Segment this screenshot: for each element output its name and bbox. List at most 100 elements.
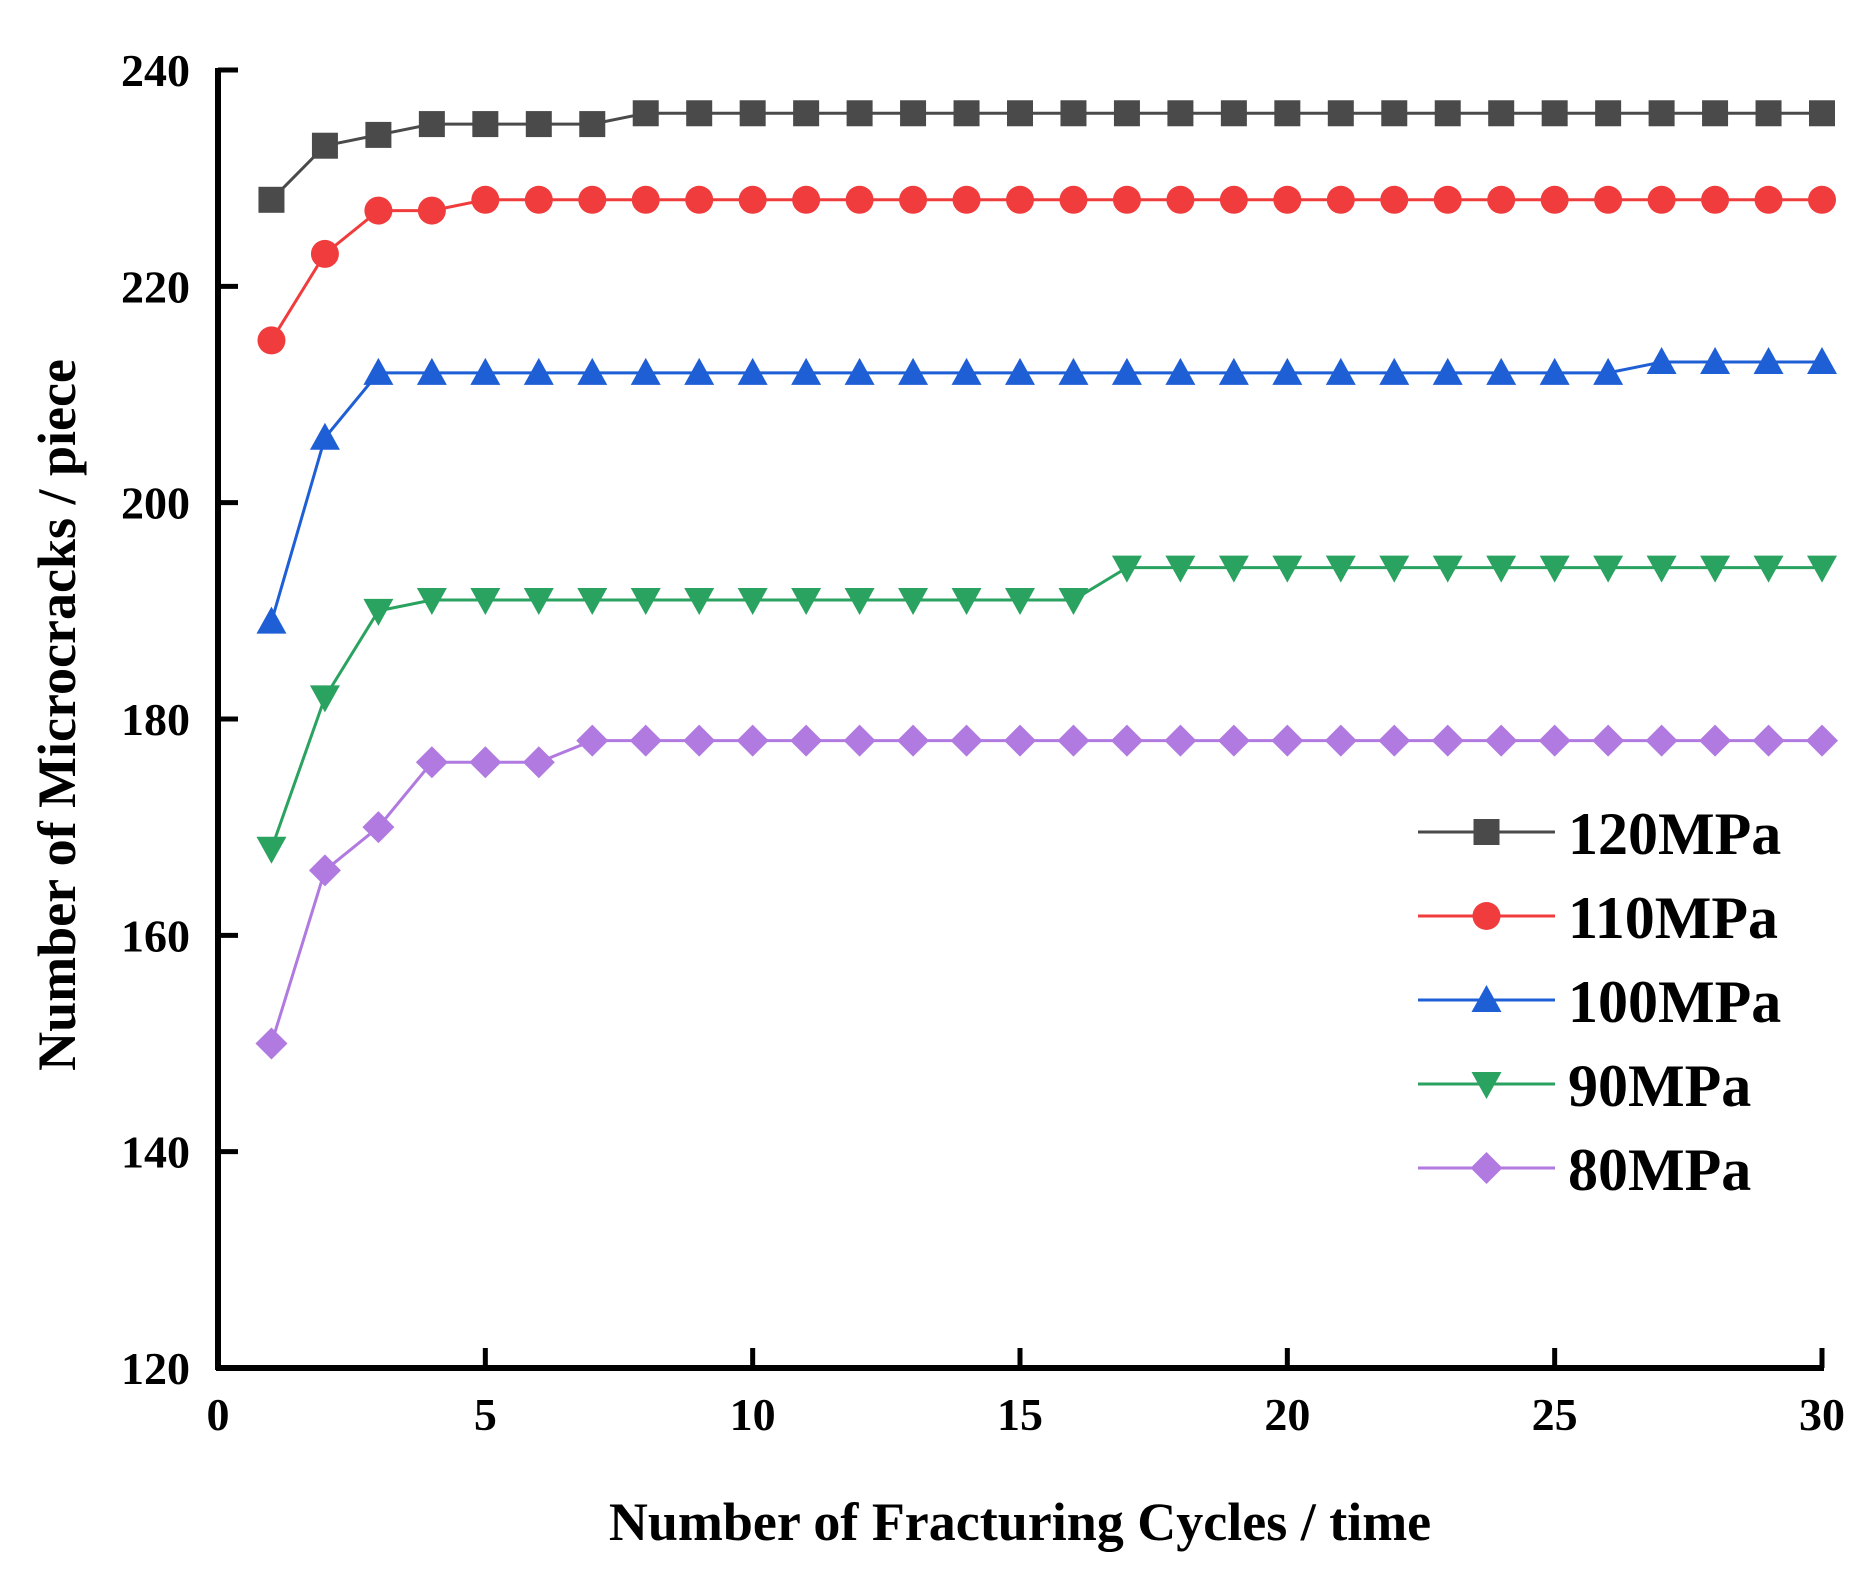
data-point-100mpa	[1058, 357, 1089, 385]
data-point-100mpa	[898, 357, 929, 385]
data-point-120mpa	[1595, 100, 1622, 127]
data-point-100mpa	[1593, 357, 1624, 385]
data-point-80mpa	[308, 854, 341, 887]
data-point-80mpa	[1752, 724, 1785, 757]
data-point-120mpa	[1488, 100, 1515, 127]
data-point-90mpa	[791, 588, 822, 616]
data-point-90mpa	[1058, 588, 1089, 616]
data-point-100mpa	[363, 357, 394, 385]
data-point-100mpa	[1111, 357, 1142, 385]
data-point-90mpa	[523, 588, 554, 616]
x-tick-label: 30	[1799, 1389, 1845, 1440]
data-point-100mpa	[309, 422, 340, 450]
data-point-80mpa	[1164, 724, 1197, 757]
data-point-110mpa	[631, 185, 660, 214]
data-point-110mpa	[1487, 185, 1516, 214]
data-point-80mpa	[1324, 724, 1357, 757]
data-point-120mpa	[1381, 100, 1408, 127]
data-point-90mpa	[256, 836, 287, 864]
data-point-120mpa	[1648, 100, 1675, 127]
data-point-120mpa	[525, 111, 552, 138]
data-point-110mpa	[792, 185, 821, 214]
series-120mpa	[258, 100, 1835, 213]
legend-item-100mpa: 100MPa	[1418, 969, 1781, 1035]
data-point-110mpa	[1647, 185, 1676, 214]
data-point-110mpa	[845, 185, 874, 214]
legend-marker-90mpa	[1471, 1072, 1502, 1099]
data-point-90mpa	[684, 588, 715, 616]
data-point-100mpa	[951, 357, 982, 385]
data-point-110mpa	[1219, 185, 1248, 214]
data-point-110mpa	[310, 239, 339, 268]
series-100mpa	[256, 347, 1837, 634]
data-point-90mpa	[1165, 555, 1196, 583]
data-point-100mpa	[1005, 357, 1035, 385]
data-point-110mpa	[1808, 185, 1836, 214]
data-point-90mpa	[1111, 555, 1142, 583]
data-point-120mpa	[1113, 100, 1140, 127]
series-line-110mpa	[270, 198, 1822, 342]
data-point-120mpa	[1541, 100, 1568, 127]
data-point-100mpa	[1486, 357, 1517, 385]
data-point-120mpa	[1809, 100, 1835, 127]
x-tick-label: 0	[207, 1389, 230, 1440]
data-point-100mpa	[1272, 357, 1303, 385]
y-tick-label: 140	[121, 1127, 190, 1178]
data-point-90mpa	[1379, 555, 1410, 583]
data-point-80mpa	[1538, 724, 1571, 757]
data-point-120mpa	[1007, 100, 1033, 127]
data-point-90mpa	[577, 588, 608, 616]
data-point-120mpa	[472, 111, 499, 138]
data-point-90mpa	[630, 588, 661, 616]
data-point-110mpa	[1701, 185, 1730, 214]
data-point-100mpa	[1325, 357, 1356, 385]
y-tick-label: 240	[121, 45, 190, 96]
ticks: 120 140 160 180 200 220 240 0 5 10 15 20 25 30	[121, 45, 1845, 1440]
data-point-110mpa	[364, 196, 393, 225]
data-point-80mpa	[897, 724, 930, 757]
data-point-90mpa	[1486, 555, 1517, 583]
data-point-100mpa	[470, 357, 501, 385]
data-point-100mpa	[1218, 357, 1249, 385]
data-point-110mpa	[471, 185, 500, 214]
data-point-110mpa	[952, 185, 981, 214]
x-axis-title: Number of Fracturing Cycles / time	[609, 1492, 1431, 1552]
data-point-80mpa	[629, 724, 662, 757]
data-point-110mpa	[1006, 185, 1034, 214]
y-tick-label: 220	[121, 261, 190, 312]
series-110mpa	[257, 185, 1836, 355]
data-point-110mpa	[578, 185, 607, 214]
data-point-80mpa	[1431, 724, 1464, 757]
legend-label-120mpa: 120MPa	[1568, 801, 1781, 867]
data-point-120mpa	[365, 121, 392, 148]
y-tick-label: 120	[121, 1343, 190, 1394]
data-point-80mpa	[790, 724, 823, 757]
x-tick-label: 20	[1264, 1389, 1310, 1440]
data-point-120mpa	[1702, 100, 1729, 127]
data-point-120mpa	[258, 186, 285, 213]
data-point-120mpa	[686, 100, 713, 127]
data-point-100mpa	[1379, 357, 1410, 385]
data-point-80mpa	[683, 724, 716, 757]
data-point-90mpa	[1539, 555, 1570, 583]
data-point-110mpa	[1112, 185, 1141, 214]
y-tick-label: 160	[121, 910, 190, 961]
data-point-80mpa	[1217, 724, 1250, 757]
data-point-110mpa	[1754, 185, 1783, 214]
data-point-80mpa	[576, 724, 609, 757]
legend: 120MPa 110MPa 100MPa 90MPa 80MPa	[1418, 801, 1781, 1203]
data-point-100mpa	[1753, 347, 1784, 375]
legend-label-90mpa: 90MPa	[1568, 1053, 1751, 1119]
data-point-110mpa	[1166, 185, 1195, 214]
data-point-90mpa	[898, 588, 929, 616]
data-point-120mpa	[900, 100, 927, 127]
data-point-100mpa	[577, 357, 608, 385]
legend-item-90mpa: 90MPa	[1418, 1053, 1751, 1119]
data-point-120mpa	[1327, 100, 1354, 127]
data-point-80mpa	[469, 746, 502, 779]
data-point-120mpa	[846, 100, 873, 127]
data-point-110mpa	[1594, 185, 1623, 214]
legend-label-100mpa: 100MPa	[1568, 969, 1781, 1035]
data-point-100mpa	[1165, 357, 1196, 385]
